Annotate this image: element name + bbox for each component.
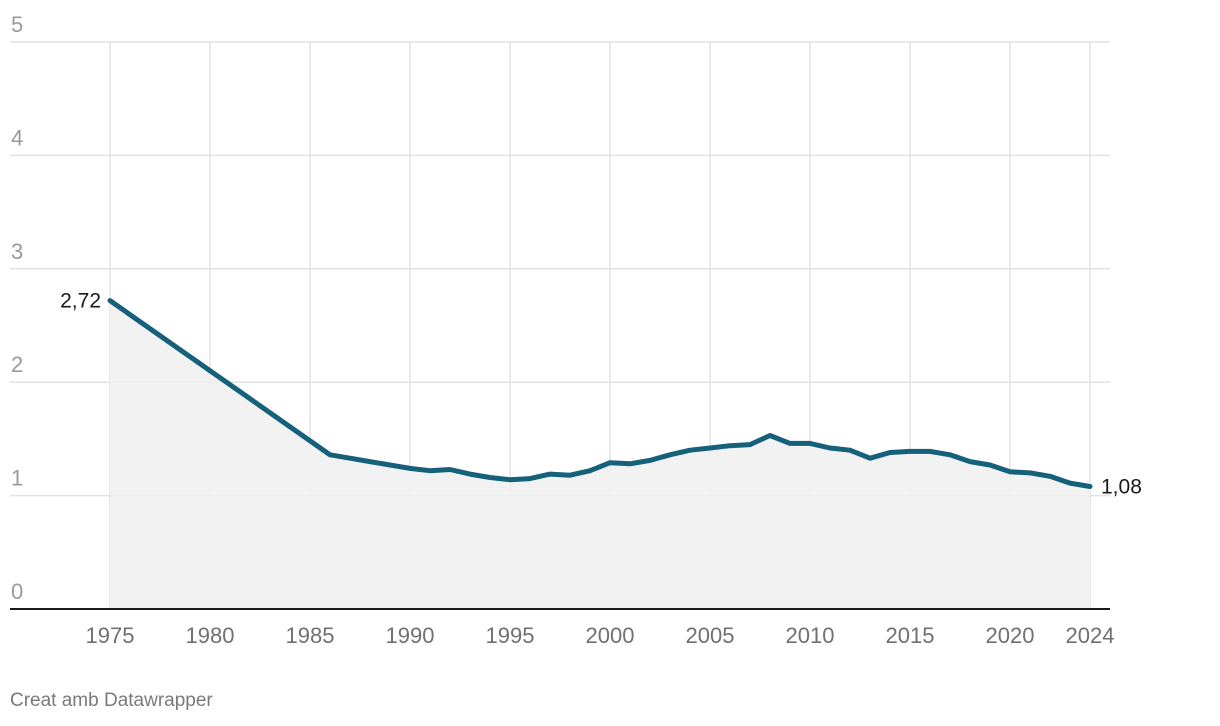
x-tick-label: 2005 xyxy=(686,623,735,648)
y-tick-label: 2 xyxy=(11,352,23,377)
x-tick-label: 2000 xyxy=(586,623,635,648)
y-tick-label: 0 xyxy=(11,579,23,604)
y-tick-label: 4 xyxy=(11,125,23,150)
x-tick-label: 2010 xyxy=(786,623,835,648)
x-axis-ticks: 1975 1980 1985 1990 1995 2000 2005 2010 2015 2020… xyxy=(86,623,1115,648)
x-tick-label: 1980 xyxy=(186,623,235,648)
x-tick-label: 2015 xyxy=(886,623,935,648)
data-labels: 2,72 1,08 xyxy=(60,290,1142,499)
area-fill xyxy=(110,300,1090,609)
y-axis-ticks: 0 1 2 3 4 5 xyxy=(11,12,23,604)
y-tick-label: 1 xyxy=(11,466,23,491)
x-tick-label: 2024 xyxy=(1066,623,1115,648)
data-label-end: 1,08 xyxy=(1101,476,1142,499)
x-tick-label: 1995 xyxy=(486,623,535,648)
x-tick-label: 1975 xyxy=(86,623,135,648)
series-line xyxy=(107,298,1093,489)
x-tick-label: 1985 xyxy=(286,623,335,648)
y-tick-label: 3 xyxy=(11,239,23,264)
data-label-start: 2,72 xyxy=(60,290,101,313)
credit-text: Creat amb Datawrapper xyxy=(10,690,213,711)
y-tick-label: 5 xyxy=(11,12,23,37)
x-tick-label: 1990 xyxy=(386,623,435,648)
x-tick-label: 2020 xyxy=(986,623,1035,648)
